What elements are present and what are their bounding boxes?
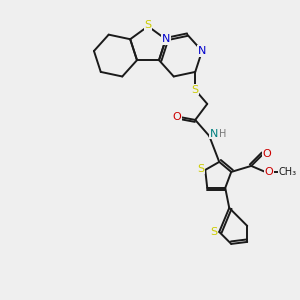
Text: CH₃: CH₃ (278, 167, 296, 177)
Text: N: N (210, 129, 218, 139)
Text: N: N (198, 46, 206, 56)
Text: S: S (144, 20, 152, 30)
Text: S: S (211, 227, 218, 237)
Text: O: O (265, 167, 274, 177)
Text: O: O (263, 149, 272, 159)
Text: H: H (219, 129, 226, 139)
Text: N: N (162, 34, 170, 44)
Text: O: O (173, 112, 182, 122)
Text: S: S (192, 85, 199, 95)
Text: S: S (198, 164, 205, 174)
